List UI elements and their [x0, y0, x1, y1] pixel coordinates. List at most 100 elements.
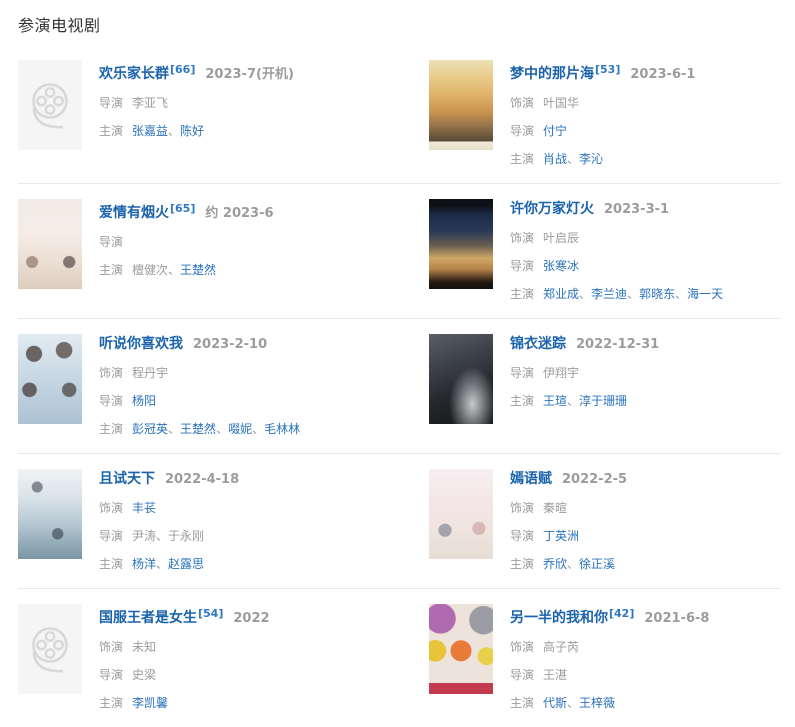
person-link[interactable]: 张嘉益 [132, 124, 169, 138]
person-name: 史梁 [132, 668, 157, 682]
show-poster[interactable] [18, 469, 82, 559]
credit-names: 尹涛、于永刚 [132, 529, 204, 543]
reference-sup[interactable]: [54] [198, 607, 224, 620]
person-link[interactable]: 陈好 [180, 124, 205, 138]
person-link[interactable]: 赵露思 [168, 557, 205, 571]
show-info: 爱情有烟火[65] 约 2023-6 导演 主演 檀健次、王楚然 [99, 199, 274, 278]
name-separator: 、 [156, 529, 169, 543]
credit-line: 导演 史梁 [99, 668, 270, 683]
name-separator: 、 [168, 124, 181, 138]
show-title-link[interactable]: 嫣语赋 [510, 471, 552, 487]
show-card: 欢乐家长群[66] 2023-7(开机) 导演 李亚飞 主演 张嘉益、陈好 [18, 60, 399, 167]
credit-label: 导演 [510, 366, 535, 380]
show-info: 听说你喜欢我 2023-2-10 饰演 程丹宇 导演 杨阳 主演 彭冠英、王楚然、啜妮、毛林林 [99, 334, 300, 437]
person-link[interactable]: 毛林林 [264, 422, 301, 436]
reference-sup[interactable]: [53] [595, 63, 621, 76]
credit-line: 饰演 叶启辰 [510, 231, 723, 246]
show-title-link[interactable]: 且试天下 [99, 471, 155, 487]
person-name: 秦暄 [543, 501, 568, 515]
show-info: 另一半的我和你[42] 2021-6-8 饰演 高子芮 导演 王湛 主演 代斯、王梓薇 [510, 604, 709, 711]
person-link[interactable]: 淳于珊珊 [579, 394, 628, 408]
credit-names: 彭冠英、王楚然、啜妮、毛林林 [132, 422, 300, 436]
credit-label: 导演 [510, 668, 535, 682]
show-title-link[interactable]: 国服王者是女生 [99, 610, 197, 626]
show-title-line: 听说你喜欢我 2023-2-10 [99, 336, 300, 353]
person-link[interactable]: 王楚然 [180, 422, 217, 436]
person-link[interactable]: 付宁 [543, 124, 568, 138]
show-title-line: 嫣语赋 2022-2-5 [510, 471, 627, 488]
person-link[interactable]: 郭晓东 [639, 287, 676, 301]
reference-sup[interactable]: [65] [170, 202, 196, 215]
film-reel-icon [27, 622, 73, 676]
credit-line: 主演 郑业成、李兰迪、郭晓东、海一天 [510, 287, 723, 302]
show-poster[interactable] [429, 469, 493, 559]
show-title-link[interactable]: 锦衣迷踪 [510, 336, 566, 352]
person-link[interactable]: 代斯 [543, 696, 568, 710]
credit-line: 饰演 秦暄 [510, 501, 627, 516]
show-title-line: 且试天下 2022-4-18 [99, 471, 239, 488]
person-link[interactable]: 丰苌 [132, 501, 157, 515]
credit-label: 主演 [99, 557, 124, 571]
show-title-link[interactable]: 梦中的那片海 [510, 66, 594, 82]
show-title-line: 爱情有烟火[65] 约 2023-6 [99, 201, 274, 222]
credit-names: 肖战、李沁 [543, 152, 603, 166]
credit-names: 付宁 [543, 124, 567, 138]
person-link[interactable]: 王瑄 [543, 394, 568, 408]
show-title-link[interactable]: 听说你喜欢我 [99, 336, 183, 352]
credit-names: 代斯、王梓薇 [543, 696, 615, 710]
credit-line: 主演 张嘉益、陈好 [99, 124, 294, 139]
person-link[interactable]: 丁英洲 [543, 529, 580, 543]
credit-label: 饰演 [510, 501, 535, 515]
person-link[interactable]: 彭冠英 [132, 422, 169, 436]
person-link[interactable]: 徐正溪 [579, 557, 616, 571]
show-poster[interactable] [18, 60, 82, 150]
show-card: 国服王者是女生[54] 2022 饰演 未知 导演 史梁 主演 李凯馨 [18, 604, 399, 711]
credit-line: 饰演 程丹宇 [99, 366, 300, 381]
show-info: 国服王者是女生[54] 2022 饰演 未知 导演 史梁 主演 李凯馨 [99, 604, 270, 711]
person-link[interactable]: 杨阳 [132, 394, 157, 408]
credit-label: 导演 [510, 259, 535, 273]
person-name: 于永刚 [168, 529, 205, 543]
show-poster[interactable] [429, 604, 493, 694]
credit-names: 杨阳 [132, 394, 156, 408]
person-link[interactable]: 啜妮 [228, 422, 253, 436]
release-date: 2022-12-31 [576, 337, 660, 352]
section-title: 参演电视剧 [18, 16, 101, 35]
person-link[interactable]: 海一天 [687, 287, 724, 301]
credit-names: 史梁 [132, 668, 156, 682]
show-poster[interactable] [18, 334, 82, 424]
credit-line: 主演 王瑄、淳于珊珊 [510, 394, 659, 409]
release-date: 约 2023-6 [205, 206, 274, 221]
show-title-link[interactable]: 许你万家灯火 [510, 201, 594, 217]
person-link[interactable]: 李凯馨 [132, 696, 169, 710]
person-link[interactable]: 乔欣 [543, 557, 568, 571]
show-poster[interactable] [429, 60, 493, 150]
show-poster[interactable] [429, 199, 493, 289]
credit-line: 导演 尹涛、于永刚 [99, 529, 239, 544]
credit-names: 乔欣、徐正溪 [543, 557, 615, 571]
show-title-link[interactable]: 爱情有烟火 [99, 205, 169, 221]
person-link[interactable]: 李沁 [579, 152, 604, 166]
person-link[interactable]: 王梓薇 [579, 696, 616, 710]
reference-sup[interactable]: [42] [609, 607, 635, 620]
credit-label: 主演 [510, 394, 535, 408]
credit-label: 饰演 [99, 366, 124, 380]
credit-label: 主演 [99, 124, 124, 138]
show-title-link[interactable]: 欢乐家长群 [99, 66, 169, 82]
reference-sup[interactable]: [66] [170, 63, 196, 76]
person-link[interactable]: 李兰迪 [591, 287, 628, 301]
show-title-link[interactable]: 另一半的我和你 [510, 610, 608, 626]
person-link[interactable]: 肖战 [543, 152, 568, 166]
person-link[interactable]: 杨洋 [132, 557, 157, 571]
credit-line: 主演 杨洋、赵露思 [99, 557, 239, 572]
show-poster[interactable] [18, 604, 82, 694]
show-card: 锦衣迷踪 2022-12-31 导演 伊翔宇 主演 王瑄、淳于珊珊 [399, 334, 780, 437]
show-title-line: 欢乐家长群[66] 2023-7(开机) [99, 62, 294, 83]
credit-names: 秦暄 [543, 501, 567, 515]
show-poster[interactable] [429, 334, 493, 424]
person-link[interactable]: 张寒冰 [543, 259, 580, 273]
show-poster[interactable] [18, 199, 82, 289]
person-link[interactable]: 王楚然 [180, 263, 217, 277]
person-link[interactable]: 郑业成 [543, 287, 580, 301]
